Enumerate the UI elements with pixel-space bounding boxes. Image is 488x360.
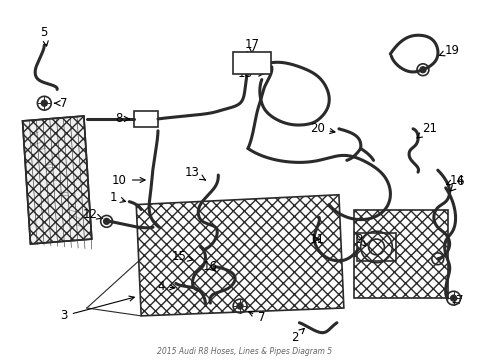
Text: 8: 8 xyxy=(116,112,129,125)
Text: 2: 2 xyxy=(290,328,304,344)
Text: 18: 18 xyxy=(237,67,263,80)
Text: 13: 13 xyxy=(185,166,205,180)
Text: 1: 1 xyxy=(109,191,125,204)
Text: 5: 5 xyxy=(41,26,48,46)
Text: 6: 6 xyxy=(449,175,462,191)
Circle shape xyxy=(237,303,243,309)
Text: 20: 20 xyxy=(309,122,334,135)
Text: 9: 9 xyxy=(354,233,365,246)
Text: 7: 7 xyxy=(55,97,68,110)
Text: 16: 16 xyxy=(203,260,218,273)
Text: 7: 7 xyxy=(248,311,265,324)
Text: 17: 17 xyxy=(244,38,259,54)
Text: 21: 21 xyxy=(416,122,436,138)
Bar xyxy=(356,233,395,261)
Polygon shape xyxy=(22,116,92,244)
Circle shape xyxy=(41,100,47,106)
Circle shape xyxy=(419,67,425,73)
Text: 7: 7 xyxy=(452,294,462,307)
Text: 4: 4 xyxy=(157,280,174,293)
Text: 15: 15 xyxy=(171,250,192,263)
Circle shape xyxy=(450,295,456,301)
Text: 11: 11 xyxy=(309,233,324,246)
Text: 3: 3 xyxy=(60,296,134,322)
Bar xyxy=(134,111,158,127)
Circle shape xyxy=(103,219,109,224)
Text: 2015 Audi R8 Hoses, Lines & Pipes Diagram 5: 2015 Audi R8 Hoses, Lines & Pipes Diagra… xyxy=(157,347,331,356)
Text: 19: 19 xyxy=(438,44,459,57)
Text: 12: 12 xyxy=(82,208,102,221)
Text: 10: 10 xyxy=(112,174,145,186)
Text: 14: 14 xyxy=(446,174,464,186)
Bar xyxy=(233,52,270,74)
